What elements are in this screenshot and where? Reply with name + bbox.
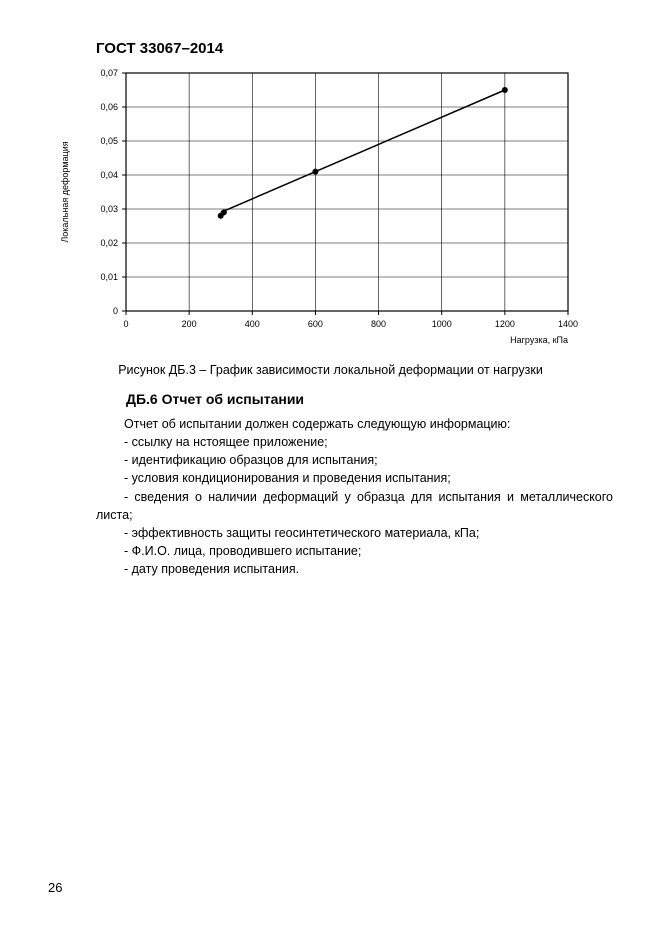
body-line: - Ф.И.О. лица, проводившего испытание;: [96, 542, 613, 560]
svg-text:1400: 1400: [558, 319, 578, 329]
svg-text:0,04: 0,04: [100, 170, 118, 180]
svg-text:Локальная деформация: Локальная деформация: [60, 141, 70, 242]
body-line: - сведения о наличии деформаций у образц…: [96, 488, 613, 524]
svg-text:1200: 1200: [495, 319, 515, 329]
section-heading: ДБ.6 Отчет об испытании: [126, 391, 613, 407]
svg-text:1000: 1000: [432, 319, 452, 329]
svg-text:Нагрузка, кПа: Нагрузка, кПа: [510, 335, 568, 345]
svg-text:0,06: 0,06: [100, 102, 118, 112]
body-line: Отчет об испытании должен содержать след…: [96, 415, 613, 433]
page-number: 26: [48, 880, 62, 895]
svg-text:800: 800: [371, 319, 386, 329]
svg-text:0,05: 0,05: [100, 136, 118, 146]
body-line: - дату проведения испытания.: [96, 560, 613, 578]
svg-text:600: 600: [308, 319, 323, 329]
document-page: ГОСТ 33067–2014 0 200 400 600 800 1000 1200 140…: [0, 0, 661, 935]
svg-text:0,02: 0,02: [100, 238, 118, 248]
body-line: - ссылку на нстоящее приложение;: [96, 433, 613, 451]
body-line: - условия кондиционирования и проведения…: [96, 469, 613, 487]
svg-text:400: 400: [245, 319, 260, 329]
svg-text:0: 0: [123, 319, 128, 329]
svg-text:0,07: 0,07: [100, 68, 118, 78]
deformation-chart: 0 200 400 600 800 1000 1200 1400 0 0,01 0,02 0,03 0,…: [48, 63, 588, 353]
svg-text:0,01: 0,01: [100, 272, 118, 282]
document-header: ГОСТ 33067–2014: [96, 40, 613, 57]
svg-text:0: 0: [113, 306, 118, 316]
svg-text:0,03: 0,03: [100, 204, 118, 214]
svg-text:200: 200: [182, 319, 197, 329]
figure-caption: Рисунок ДБ.3 – График зависимости локаль…: [48, 363, 613, 377]
body-text-block: Отчет об испытании должен содержать след…: [96, 415, 613, 578]
body-line: - идентификацию образцов для испытания;: [96, 451, 613, 469]
body-line: - эффективность защиты геосинтетического…: [96, 524, 613, 542]
